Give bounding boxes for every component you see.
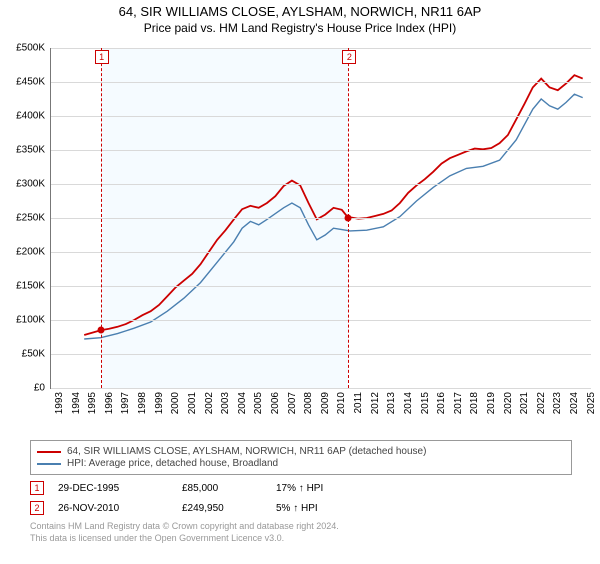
x-tick-label: 2013: [386, 392, 397, 414]
gridline: [51, 388, 591, 389]
transaction-number-box: 1: [30, 481, 44, 495]
x-tick-label: 2022: [536, 392, 547, 414]
legend-row: 64, SIR WILLIAMS CLOSE, AYLSHAM, NORWICH…: [37, 446, 565, 457]
chart-footer: 64, SIR WILLIAMS CLOSE, AYLSHAM, NORWICH…: [30, 440, 590, 544]
x-tick-label: 2017: [453, 392, 464, 414]
x-tick-label: 1999: [154, 392, 165, 414]
chart-subtitle: Price paid vs. HM Land Registry's House …: [0, 21, 600, 35]
chart-title: 64, SIR WILLIAMS CLOSE, AYLSHAM, NORWICH…: [0, 4, 600, 19]
legend-swatch: [37, 463, 61, 465]
x-tick-label: 2025: [586, 392, 597, 414]
y-tick-label: £200K: [0, 247, 45, 258]
y-tick-label: £0: [0, 383, 45, 394]
x-tick-label: 2010: [336, 392, 347, 414]
gridline: [51, 184, 591, 185]
transaction-price: £249,950: [182, 503, 262, 514]
series-price_paid: [84, 75, 583, 335]
x-tick-label: 1997: [120, 392, 131, 414]
x-tick-label: 2014: [403, 392, 414, 414]
gridline: [51, 354, 591, 355]
x-tick-label: 2011: [353, 392, 364, 414]
transaction-vline: [101, 48, 102, 388]
legend-swatch: [37, 451, 61, 453]
x-tick-label: 1993: [54, 392, 65, 414]
gridline: [51, 218, 591, 219]
transaction-row: 2 26-NOV-2010 £249,950 5% ↑ HPI: [30, 501, 590, 515]
gridline: [51, 48, 591, 49]
x-tick-label: 2020: [503, 392, 514, 414]
x-tick-label: 2016: [436, 392, 447, 414]
x-tick-label: 2005: [253, 392, 264, 414]
x-tick-label: 2023: [552, 392, 563, 414]
copyright-line1: Contains HM Land Registry data © Crown c…: [30, 521, 590, 533]
x-tick-label: 2003: [220, 392, 231, 414]
x-tick-label: 2004: [237, 392, 248, 414]
copyright-text: Contains HM Land Registry data © Crown c…: [30, 521, 590, 544]
y-tick-label: £500K: [0, 43, 45, 54]
transaction-dot: [97, 327, 104, 334]
gridline: [51, 252, 591, 253]
y-tick-label: £450K: [0, 77, 45, 88]
x-tick-label: 2019: [486, 392, 497, 414]
chart-area: £0£50K£100K£150K£200K£250K£300K£350K£400…: [50, 48, 590, 428]
chart-container: 64, SIR WILLIAMS CLOSE, AYLSHAM, NORWICH…: [0, 4, 600, 564]
y-tick-label: £350K: [0, 145, 45, 156]
gridline: [51, 82, 591, 83]
x-tick-label: 2007: [287, 392, 298, 414]
legend-box: 64, SIR WILLIAMS CLOSE, AYLSHAM, NORWICH…: [30, 440, 572, 475]
legend-row: HPI: Average price, detached house, Broa…: [37, 458, 565, 469]
x-tick-label: 2008: [303, 392, 314, 414]
series-hpi: [84, 94, 583, 339]
y-tick-label: £50K: [0, 349, 45, 360]
transaction-marker-box: 1: [95, 50, 109, 64]
transactions-list: 1 29-DEC-1995 £85,000 17% ↑ HPI 2 26-NOV-2010…: [30, 481, 590, 515]
x-tick-label: 2009: [320, 392, 331, 414]
legend-label: HPI: Average price, detached house, Broa…: [67, 458, 278, 469]
x-tick-label: 1995: [87, 392, 98, 414]
transaction-price: £85,000: [182, 483, 262, 494]
x-tick-label: 1996: [104, 392, 115, 414]
y-tick-label: £250K: [0, 213, 45, 224]
x-tick-label: 1998: [137, 392, 148, 414]
transaction-date: 29-DEC-1995: [58, 483, 168, 494]
x-tick-label: 2006: [270, 392, 281, 414]
transaction-number-box: 2: [30, 501, 44, 515]
x-tick-label: 2021: [519, 392, 530, 414]
x-tick-label: 2001: [187, 392, 198, 414]
y-tick-label: £400K: [0, 111, 45, 122]
gridline: [51, 320, 591, 321]
y-tick-label: £100K: [0, 315, 45, 326]
gridline: [51, 116, 591, 117]
y-tick-label: £300K: [0, 179, 45, 190]
transaction-hpi: 17% ↑ HPI: [276, 483, 323, 494]
y-tick-label: £150K: [0, 281, 45, 292]
x-tick-label: 2012: [370, 392, 381, 414]
plot-region: £0£50K£100K£150K£200K£250K£300K£350K£400…: [50, 48, 591, 389]
x-tick-label: 1994: [71, 392, 82, 414]
transaction-dot: [345, 215, 352, 222]
transaction-hpi: 5% ↑ HPI: [276, 503, 318, 514]
x-tick-label: 2002: [204, 392, 215, 414]
x-tick-label: 2018: [469, 392, 480, 414]
x-tick-label: 2015: [420, 392, 431, 414]
gridline: [51, 150, 591, 151]
x-tick-label: 2024: [569, 392, 580, 414]
legend-label: 64, SIR WILLIAMS CLOSE, AYLSHAM, NORWICH…: [67, 446, 426, 457]
copyright-line2: This data is licensed under the Open Gov…: [30, 533, 590, 545]
gridline: [51, 286, 591, 287]
transaction-date: 26-NOV-2010: [58, 503, 168, 514]
transaction-row: 1 29-DEC-1995 £85,000 17% ↑ HPI: [30, 481, 590, 495]
transaction-marker-box: 2: [342, 50, 356, 64]
x-tick-label: 2000: [170, 392, 181, 414]
